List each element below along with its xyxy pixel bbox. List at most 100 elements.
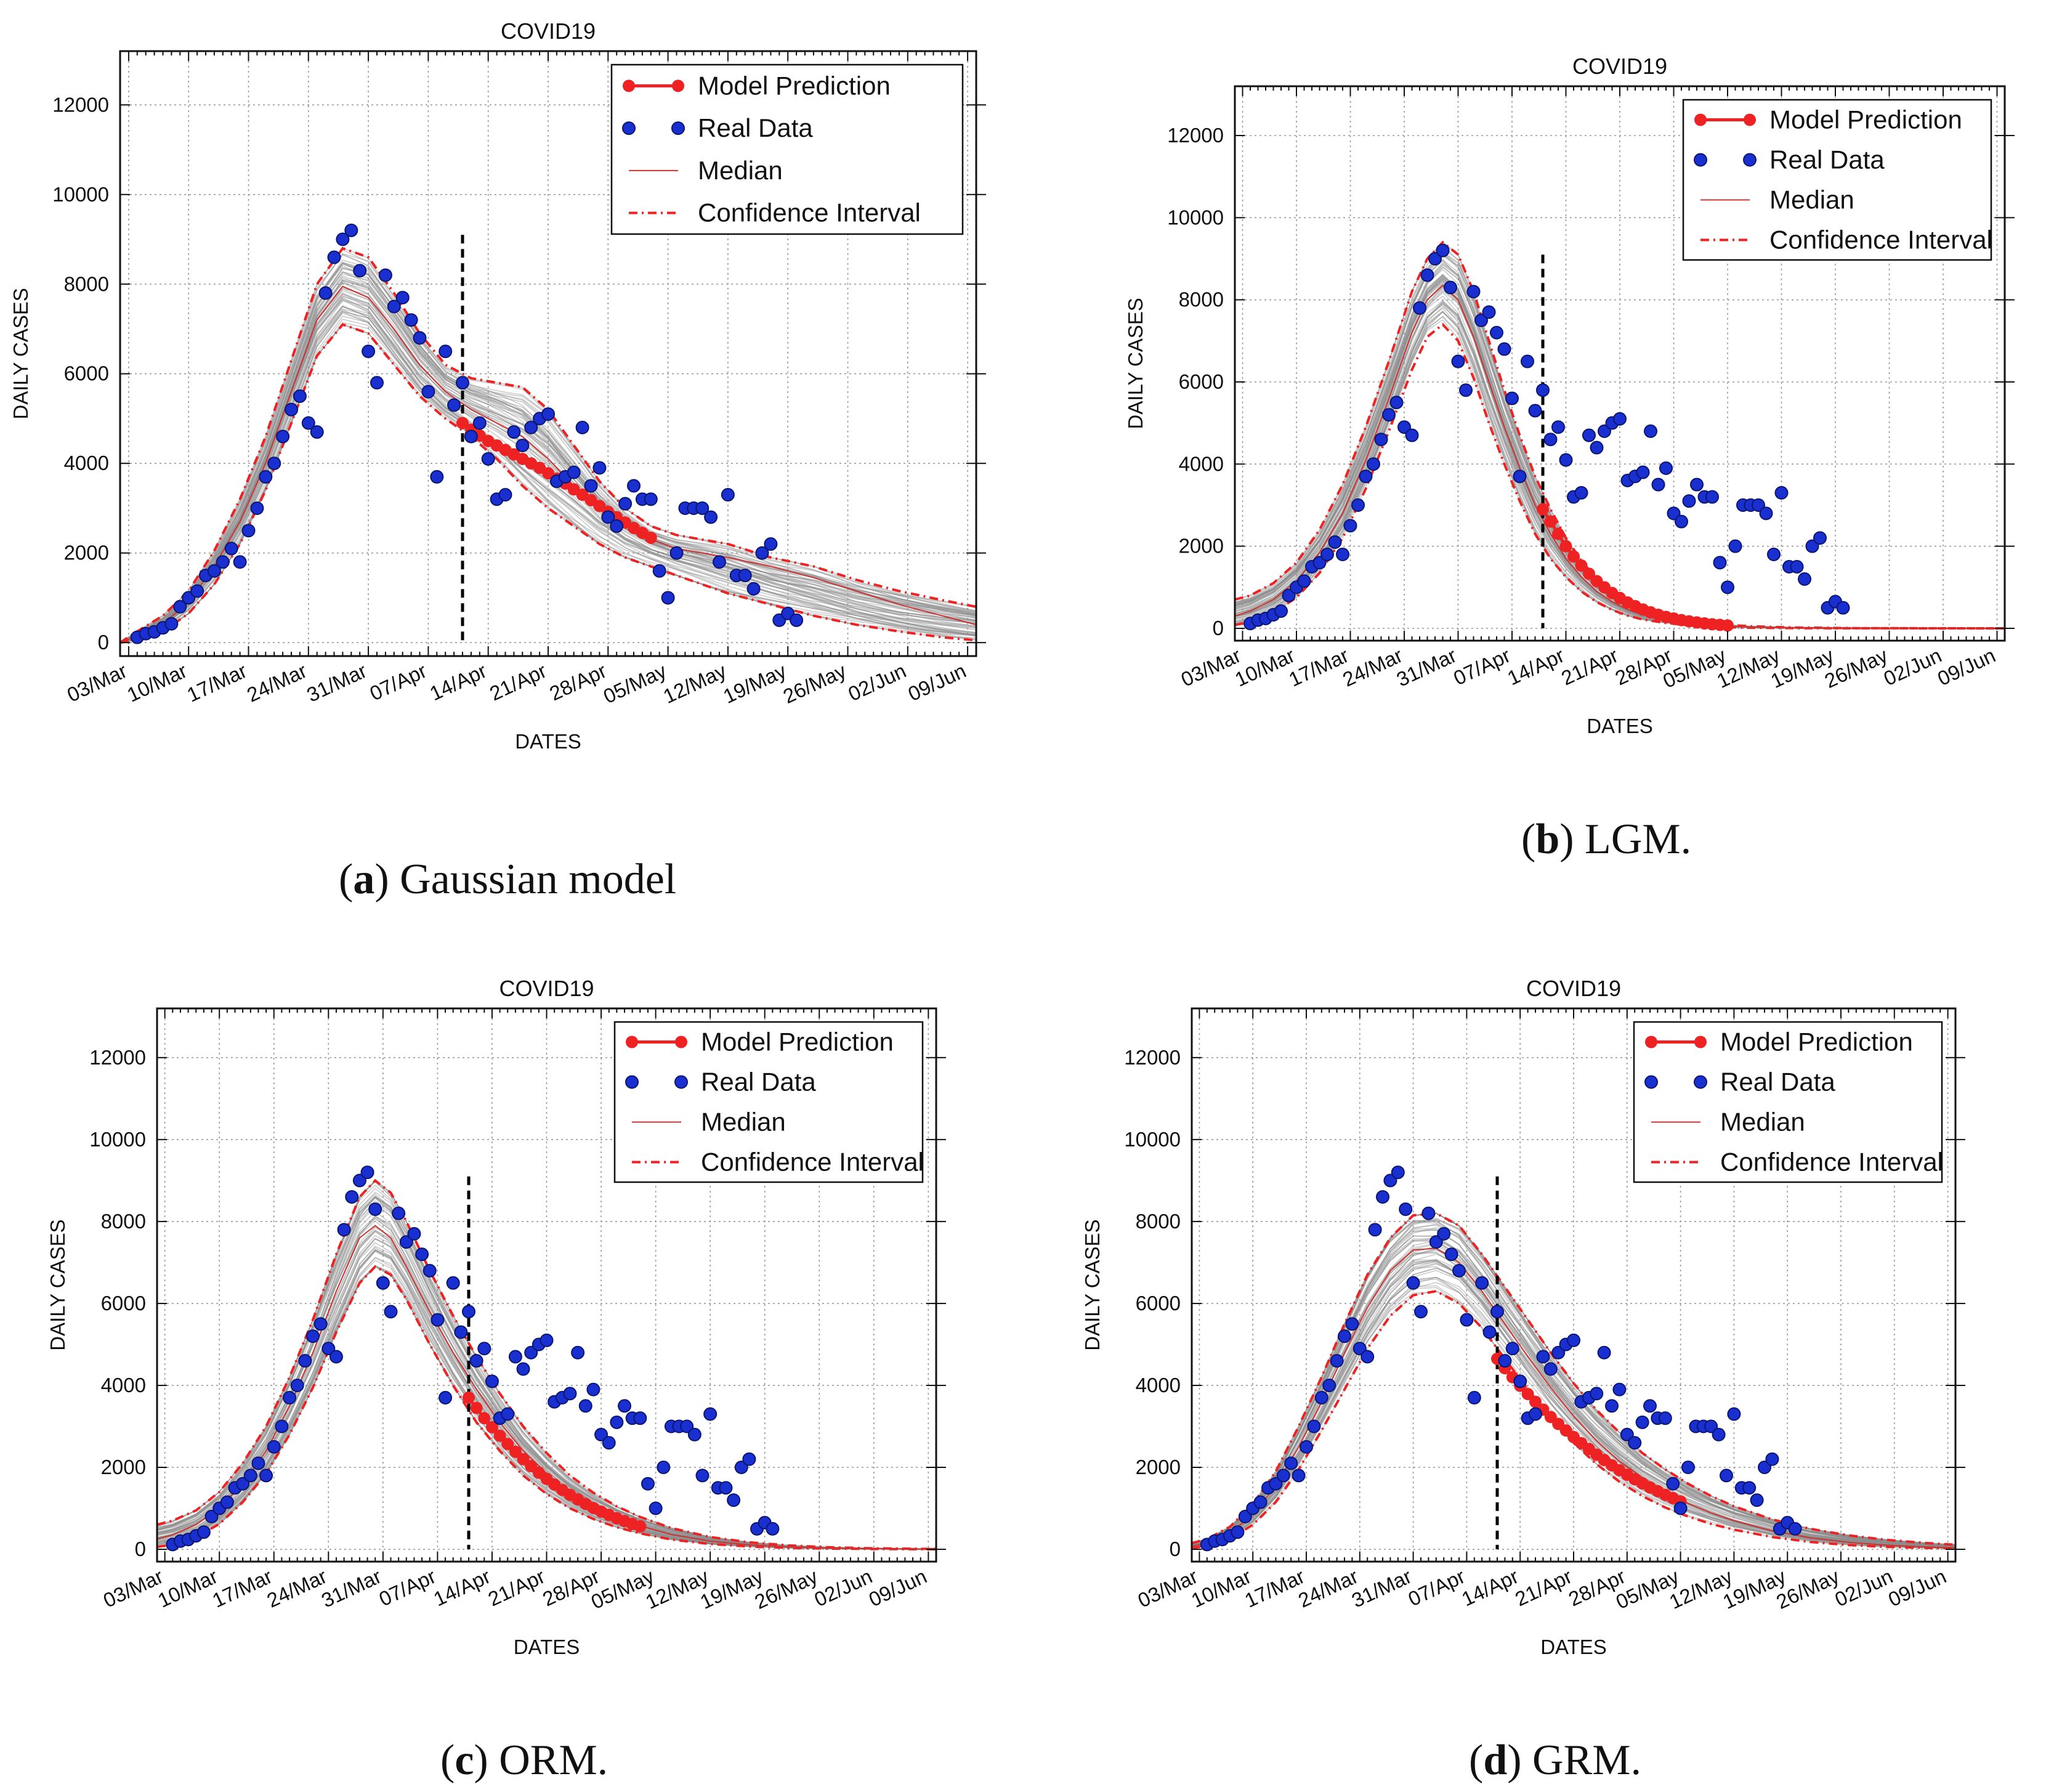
real-data-point [1635, 1415, 1649, 1429]
prediction-point [1583, 567, 1595, 580]
real-data-point [1282, 588, 1296, 602]
real-data-point [1382, 408, 1396, 422]
real-data-point [384, 1305, 398, 1319]
real-data-point [392, 1206, 406, 1220]
real-data-point [1613, 412, 1627, 426]
x-axis-label: DATES [514, 1636, 580, 1658]
real-data-point [1336, 548, 1349, 561]
real-data-point [1574, 486, 1588, 500]
real-data-point [1297, 574, 1311, 588]
real-data-point [1359, 469, 1373, 484]
real-data-point [1343, 519, 1357, 533]
prediction-point [634, 1520, 647, 1533]
real-data-point [1274, 604, 1288, 618]
ensemble-line [156, 1180, 937, 1550]
real-data-point [368, 1202, 382, 1216]
y-tick-label: 0 [1170, 1538, 1181, 1560]
real-data-point [1436, 243, 1450, 257]
real-data-point [1513, 469, 1527, 484]
legend-label: Real Data [698, 113, 813, 142]
real-data-point [1269, 1477, 1283, 1491]
real-data-point [567, 465, 581, 479]
real-data-point [1742, 1481, 1757, 1495]
real-data-point [204, 1509, 219, 1523]
real-data-point [1551, 1345, 1566, 1360]
real-data-point [243, 1469, 257, 1483]
real-data-point [755, 546, 769, 560]
real-data-point [1752, 498, 1765, 512]
real-data-point [501, 1407, 515, 1421]
y-tick-label: 6000 [64, 362, 109, 385]
real-data-point [318, 286, 333, 300]
ensemble-line [1191, 1266, 1956, 1548]
real-data-point [1345, 1317, 1359, 1331]
real-data-point [610, 519, 624, 533]
chart-title: COVID19 [1572, 54, 1667, 79]
ensemble-line [119, 306, 977, 643]
real-data-point [524, 1345, 538, 1360]
real-data-point [1322, 1378, 1336, 1392]
x-axis-label: DATES [1587, 715, 1653, 737]
ensemble-line [156, 1266, 936, 1550]
legend-model-marker [1645, 1036, 1657, 1048]
real-data-point [1598, 424, 1611, 438]
y-tick-label: 6000 [1136, 1292, 1181, 1315]
real-data-point [431, 1313, 445, 1327]
real-data-point [541, 407, 555, 421]
caption-c-letter: c [455, 1737, 474, 1784]
ensemble-line [119, 277, 977, 643]
ensemble-line [119, 259, 977, 643]
ensemble-line [119, 275, 977, 643]
legend-label: Model Prediction [701, 1028, 894, 1056]
y-tick-label: 2000 [101, 1456, 146, 1478]
ensemble-line [1191, 1212, 1956, 1546]
y-tick-label: 0 [98, 631, 109, 654]
y-axis-label: DAILY CASES [1124, 298, 1147, 429]
real-data-point [251, 1456, 265, 1470]
real-data-point [540, 1333, 554, 1347]
real-data-point [259, 470, 273, 484]
real-data-point [1636, 465, 1650, 479]
ensemble-line [1191, 1259, 1956, 1547]
real-data-point [362, 344, 376, 359]
legend-label: Confidence Interval [1720, 1148, 1943, 1177]
real-data-point [1505, 1342, 1519, 1356]
prediction-point [509, 1445, 522, 1458]
real-data-point [321, 1342, 336, 1356]
prediction-point [1537, 503, 1549, 516]
real-data-point [1505, 391, 1519, 405]
y-tick-label: 4000 [1136, 1374, 1181, 1397]
real-data-point [1338, 1329, 1351, 1344]
real-data-point [190, 584, 204, 598]
legend: Model Prediction Real Data Median Confidenc… [1682, 99, 1992, 261]
legend-box [1633, 1021, 1943, 1183]
y-tick-label: 8000 [1136, 1210, 1181, 1233]
legend: Model Prediction Real Data Median Confidenc… [610, 63, 964, 235]
real-data-point [1788, 1522, 1802, 1536]
legend-real-marker [1694, 153, 1707, 167]
real-data-point [592, 461, 607, 475]
y-axis-label: DAILY CASES [1081, 1219, 1104, 1350]
y-tick-label: 8000 [1179, 288, 1224, 311]
ensemble-line [156, 1196, 937, 1550]
ensemble-line [119, 271, 977, 643]
legend-label: Confidence Interval [698, 198, 921, 227]
real-data-point [1521, 354, 1534, 368]
real-data-point [164, 617, 179, 631]
ensemble-line [1191, 1249, 1956, 1547]
real-data-point [464, 429, 478, 444]
real-data-point [687, 1427, 702, 1441]
real-data-point [1536, 383, 1550, 397]
real-data-point [1667, 506, 1681, 521]
real-data-point [344, 223, 358, 237]
ensemble-line [156, 1181, 937, 1550]
real-data-point [508, 1350, 522, 1364]
real-data-point [695, 501, 710, 515]
real-data-point [1429, 1235, 1443, 1249]
real-data-point [352, 1174, 366, 1188]
real-data-point [469, 1354, 483, 1368]
real-data-point [1543, 432, 1558, 447]
real-data-point [1490, 326, 1503, 339]
real-data-point [345, 1190, 359, 1204]
ensemble-line [119, 254, 977, 643]
